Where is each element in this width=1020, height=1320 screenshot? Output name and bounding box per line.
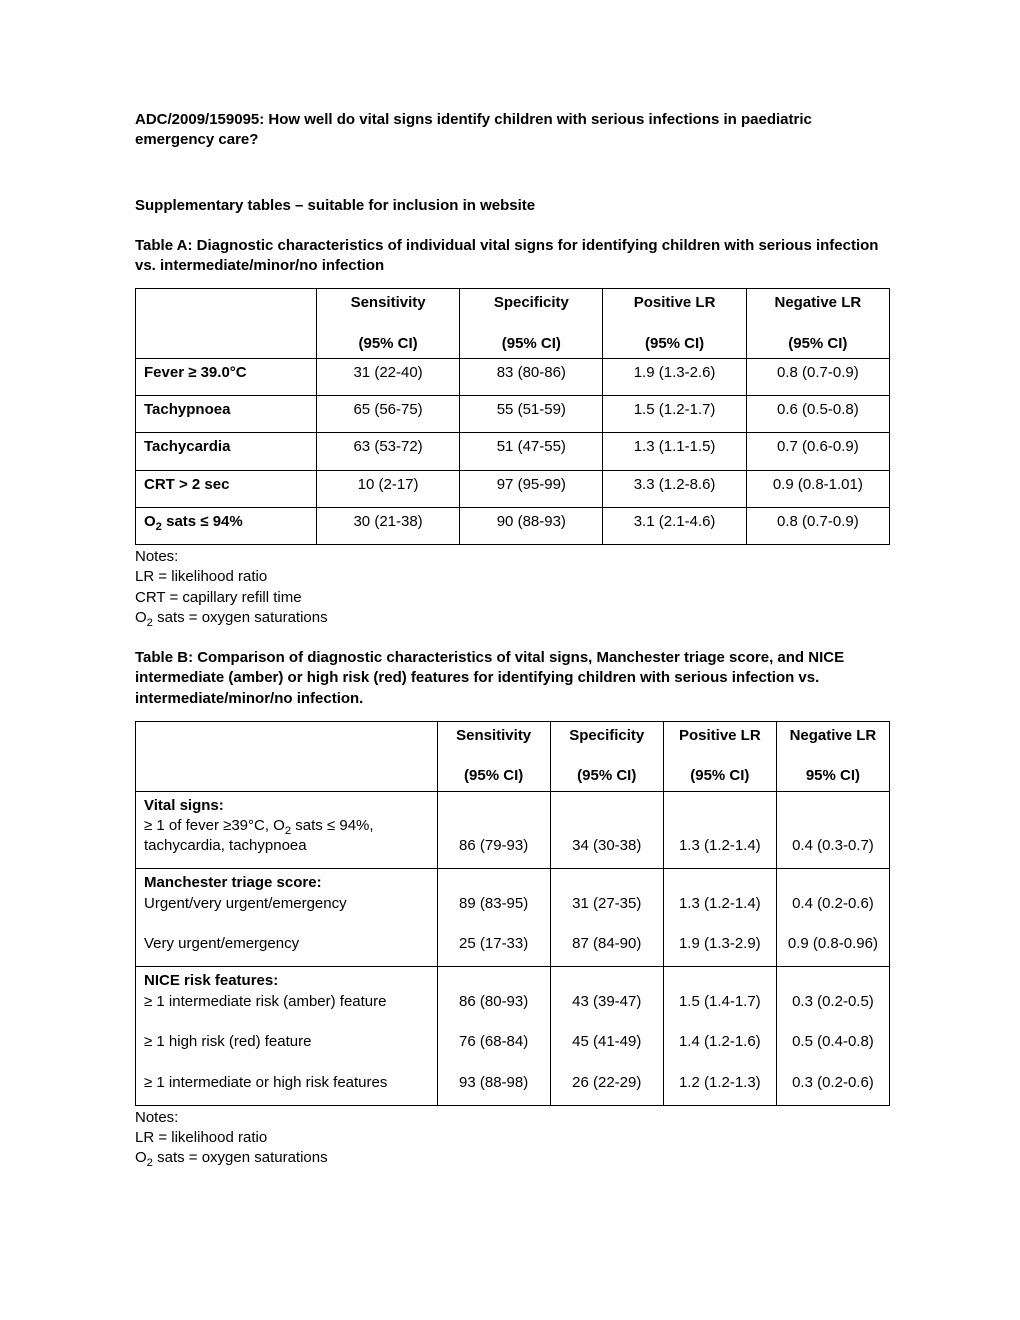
table-b-group-label: Manchester triage score:Urgent/very urge… — [136, 869, 438, 967]
table-b-cell: 34 (30-38) — [550, 791, 663, 869]
table-a-cell: 51 (47-55) — [460, 433, 603, 470]
table-b-head: Specificity(95% CI) — [550, 721, 663, 791]
table-b-cell: 1.3 (1.2-1.4) — [663, 791, 776, 869]
table-a-row-label: CRT > 2 sec — [136, 470, 317, 507]
table-a-cell: 0.8 (0.7-0.9) — [746, 358, 889, 395]
table-b-cell: 89 (83-95)25 (17-33) — [437, 869, 550, 967]
table-b-notes: Notes:LR = likelihood ratioO2 sats = oxy… — [135, 1108, 890, 1169]
table-b-cell: 86 (79-93) — [437, 791, 550, 869]
table-a-head: Sensitivity(95% CI) — [316, 289, 459, 359]
table-b-cell: 86 (80-93)76 (68-84)93 (88-98) — [437, 967, 550, 1106]
table-a-cell: 55 (51-59) — [460, 396, 603, 433]
table-b-caption: Table B: Comparison of diagnostic charac… — [135, 648, 890, 709]
table-b-cell: 1.5 (1.4-1.7)1.4 (1.2-1.6)1.2 (1.2-1.3) — [663, 967, 776, 1106]
table-a-cell: 0.8 (0.7-0.9) — [746, 507, 889, 544]
table-a-cell: 0.6 (0.5-0.8) — [746, 396, 889, 433]
document-page: ADC/2009/159095: How well do vital signs… — [0, 0, 1020, 1320]
table-a-cell: 31 (22-40) — [316, 358, 459, 395]
table-b-cell: 0.3 (0.2-0.5)0.5 (0.4-0.8)0.3 (0.2-0.6) — [776, 967, 889, 1106]
table-a-row-label: Fever ≥ 39.0°C — [136, 358, 317, 395]
table-b-group-label: Vital signs:≥ 1 of fever ≥39°C, O2 sats … — [136, 791, 438, 869]
table-a-caption: Table A: Diagnostic characteristics of i… — [135, 236, 890, 277]
table-b-cell: 31 (27-35)87 (84-90) — [550, 869, 663, 967]
document-title: ADC/2009/159095: How well do vital signs… — [135, 110, 890, 151]
table-a-head: Specificity(95% CI) — [460, 289, 603, 359]
table-a-cell: 30 (21-38) — [316, 507, 459, 544]
table-b-cell: 0.4 (0.2-0.6)0.9 (0.8-0.96) — [776, 869, 889, 967]
table-a-cell: 63 (53-72) — [316, 433, 459, 470]
table-a-cell: 1.3 (1.1-1.5) — [603, 433, 746, 470]
table-b-head: Positive LR(95% CI) — [663, 721, 776, 791]
table-b-cell: 43 (39-47)45 (41-49)26 (22-29) — [550, 967, 663, 1106]
table-b-group-label: NICE risk features:≥ 1 intermediate risk… — [136, 967, 438, 1106]
table-a-head-blank — [136, 289, 317, 359]
table-a-cell: 1.9 (1.3-2.6) — [603, 358, 746, 395]
table-a-head: Negative LR(95% CI) — [746, 289, 889, 359]
table-a-cell: 0.7 (0.6-0.9) — [746, 433, 889, 470]
table-a-cell: 97 (95-99) — [460, 470, 603, 507]
table-a-head: Positive LR(95% CI) — [603, 289, 746, 359]
table-a-cell: 1.5 (1.2-1.7) — [603, 396, 746, 433]
table-b-cell: 0.4 (0.3-0.7) — [776, 791, 889, 869]
table-a-row-label: Tachypnoea — [136, 396, 317, 433]
table-b-cell: 1.3 (1.2-1.4)1.9 (1.3-2.9) — [663, 869, 776, 967]
table-b-head-blank — [136, 721, 438, 791]
table-a: Sensitivity(95% CI)Specificity(95% CI)Po… — [135, 288, 890, 545]
table-a-cell: 3.3 (1.2-8.6) — [603, 470, 746, 507]
table-a-cell: 65 (56-75) — [316, 396, 459, 433]
table-a-cell: 83 (80-86) — [460, 358, 603, 395]
table-b-head: Negative LR95% CI) — [776, 721, 889, 791]
supplementary-subtitle: Supplementary tables – suitable for incl… — [135, 197, 890, 214]
table-a-cell: 0.9 (0.8-1.01) — [746, 470, 889, 507]
table-a-cell: 10 (2-17) — [316, 470, 459, 507]
table-a-cell: 3.1 (2.1-4.6) — [603, 507, 746, 544]
table-a-notes: Notes:LR = likelihood ratioCRT = capilla… — [135, 547, 890, 628]
table-a-row-label: Tachycardia — [136, 433, 317, 470]
table-a-cell: 90 (88-93) — [460, 507, 603, 544]
table-b: Sensitivity(95% CI)Specificity(95% CI)Po… — [135, 721, 890, 1106]
table-a-row-label: O2 sats ≤ 94% — [136, 507, 317, 544]
table-b-head: Sensitivity(95% CI) — [437, 721, 550, 791]
